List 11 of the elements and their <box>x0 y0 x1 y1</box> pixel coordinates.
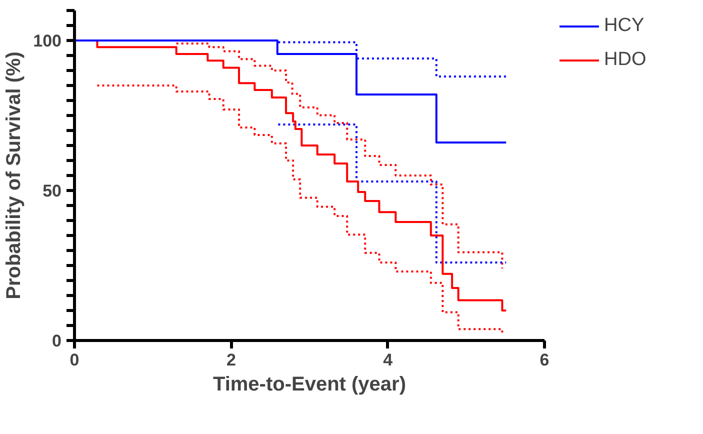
x-axis-title: Time-to-Event (year) <box>212 374 406 396</box>
legend-label: HDO <box>604 49 648 71</box>
legend-label: HCY <box>604 15 646 37</box>
y-axis-title: Probability of Survival (%) <box>3 52 26 300</box>
y-tick-label: 50 <box>42 182 62 200</box>
y-tick-label: 100 <box>33 32 62 50</box>
x-tick-label: 4 <box>383 350 394 370</box>
x-tick-label: 6 <box>540 350 550 370</box>
x-tick-label: 0 <box>70 350 80 370</box>
x-tick-label: 2 <box>226 350 236 370</box>
y-tick-label: 0 <box>52 332 62 350</box>
